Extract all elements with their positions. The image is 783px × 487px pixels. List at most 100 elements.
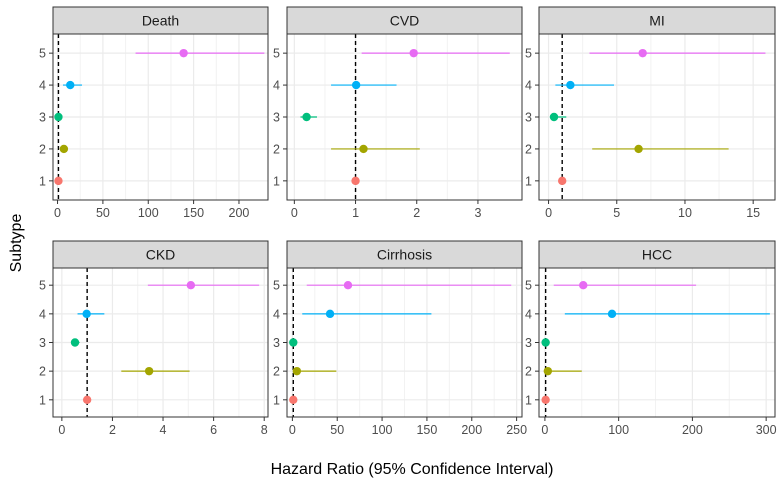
y-tick-label: 3: [525, 336, 532, 350]
y-tick-label: 2: [525, 365, 532, 379]
point-subtype-2: [543, 366, 553, 376]
point-subtype-1: [557, 176, 567, 186]
x-tick-label: 150: [183, 206, 204, 220]
y-tick-label: 3: [273, 111, 280, 125]
panel-title: CKD: [146, 247, 176, 263]
point-subtype-3: [549, 112, 559, 122]
y-tick-label: 5: [525, 47, 532, 61]
y-tick-label: 2: [39, 365, 46, 379]
point-subtype-4: [351, 80, 361, 90]
point-subtype-4: [607, 309, 617, 319]
y-tick-label: 3: [39, 336, 46, 350]
point-subtype-2: [144, 366, 154, 376]
x-tick-label: 5: [613, 206, 620, 220]
y-tick-label: 4: [39, 79, 46, 93]
panel-cirrhosis: Cirrhosis 0 50 100 150 200 250 1 2 3 4 5: [273, 240, 527, 437]
point-subtype-4: [566, 80, 575, 90]
x-tick-label: 0: [291, 206, 298, 220]
panel-death: Death 0 50 100 150 200 1 2 3 4 5: [39, 6, 269, 220]
x-tick-label: 100: [138, 206, 159, 220]
x-tick-label: 200: [229, 206, 250, 220]
point-subtype-1: [54, 176, 63, 186]
point-subtype-2: [59, 144, 69, 154]
x-tick-label: 2: [109, 423, 116, 437]
y-tick-label: 1: [273, 393, 280, 407]
y-tick-label: 1: [39, 174, 46, 188]
point-subtype-4: [82, 309, 91, 319]
point-subtype-1: [289, 395, 298, 405]
x-tick-label: 300: [756, 423, 777, 437]
y-axis-title: Subtype: [8, 214, 25, 273]
x-tick-label: 10: [678, 206, 692, 220]
y-tick-label: 5: [39, 47, 46, 61]
panel-title: HCC: [642, 247, 672, 263]
x-tick-label: 0: [545, 206, 552, 220]
point-subtype-5: [579, 280, 588, 290]
panel-strip: [538, 240, 776, 269]
x-tick-label: 4: [160, 423, 167, 437]
y-tick-label: 1: [273, 174, 280, 188]
x-tick-label: 250: [506, 423, 527, 437]
x-tick-label: 50: [330, 423, 344, 437]
x-tick-label: 6: [210, 423, 217, 437]
y-tick-label: 4: [525, 79, 532, 93]
x-axis-title: Hazard Ratio (95% Confidence Interval): [271, 461, 554, 478]
x-tick-label: 2: [413, 206, 420, 220]
panel-title: Death: [142, 13, 179, 29]
y-tick-label: 5: [525, 279, 532, 293]
point-subtype-3: [302, 112, 311, 122]
x-tick-label: 200: [682, 423, 703, 437]
x-tick-label: 8: [261, 423, 268, 437]
x-tick-label: 0: [289, 423, 296, 437]
x-tick-label: 50: [96, 206, 110, 220]
x-tick-label: 0: [54, 206, 61, 220]
y-tick-label: 3: [525, 111, 532, 125]
point-subtype-3: [541, 338, 550, 347]
point-subtype-2: [292, 366, 302, 376]
x-tick-label: 100: [372, 423, 393, 437]
point-subtype-3: [289, 338, 298, 347]
y-tick-label: 5: [273, 279, 280, 293]
point-subtype-5: [409, 48, 418, 58]
point-subtype-5: [179, 48, 188, 58]
y-tick-label: 2: [273, 365, 280, 379]
point-subtype-4: [325, 309, 335, 319]
panel-ckd: CKD 0 2 4 6 8 1 2 3 4 5: [39, 240, 269, 437]
y-tick-label: 4: [273, 79, 280, 93]
y-tick-label: 2: [273, 142, 280, 156]
y-tick-label: 5: [273, 47, 280, 61]
point-subtype-5: [638, 48, 647, 58]
point-subtype-1: [351, 176, 360, 186]
point-subtype-5: [343, 280, 353, 290]
point-subtype-3: [54, 112, 63, 122]
panel-mi: MI 0 5 10 15 1 2 3 4 5: [525, 6, 776, 220]
x-tick-label: 200: [461, 423, 482, 437]
y-tick-label: 3: [273, 336, 280, 350]
panel-hcc: HCC 0 100 200 300 1 2 3 4 5: [525, 240, 777, 437]
y-tick-label: 5: [39, 279, 46, 293]
point-subtype-2: [634, 144, 643, 154]
panel-title: CVD: [390, 13, 420, 29]
point-subtype-4: [66, 80, 75, 90]
panel-cvd: CVD 0 1 2 3 1 2 3 4 5: [273, 6, 523, 220]
panel-title: Cirrhosis: [377, 247, 432, 263]
point-subtype-2: [359, 144, 368, 154]
y-tick-label: 2: [525, 142, 532, 156]
y-tick-label: 1: [525, 174, 532, 188]
point-subtype-5: [186, 280, 196, 290]
x-tick-label: 150: [416, 423, 437, 437]
x-tick-label: 1: [352, 206, 359, 220]
x-tick-label: 0: [541, 423, 548, 437]
y-tick-label: 4: [273, 307, 280, 321]
x-tick-label: 3: [474, 206, 481, 220]
point-subtype-3: [70, 338, 80, 347]
y-tick-label: 1: [525, 393, 532, 407]
y-tick-label: 1: [39, 393, 46, 407]
panel-strip: [52, 6, 269, 35]
point-subtype-1: [541, 395, 550, 405]
y-tick-label: 4: [39, 307, 46, 321]
point-subtype-1: [82, 395, 92, 405]
y-tick-label: 3: [39, 111, 46, 125]
